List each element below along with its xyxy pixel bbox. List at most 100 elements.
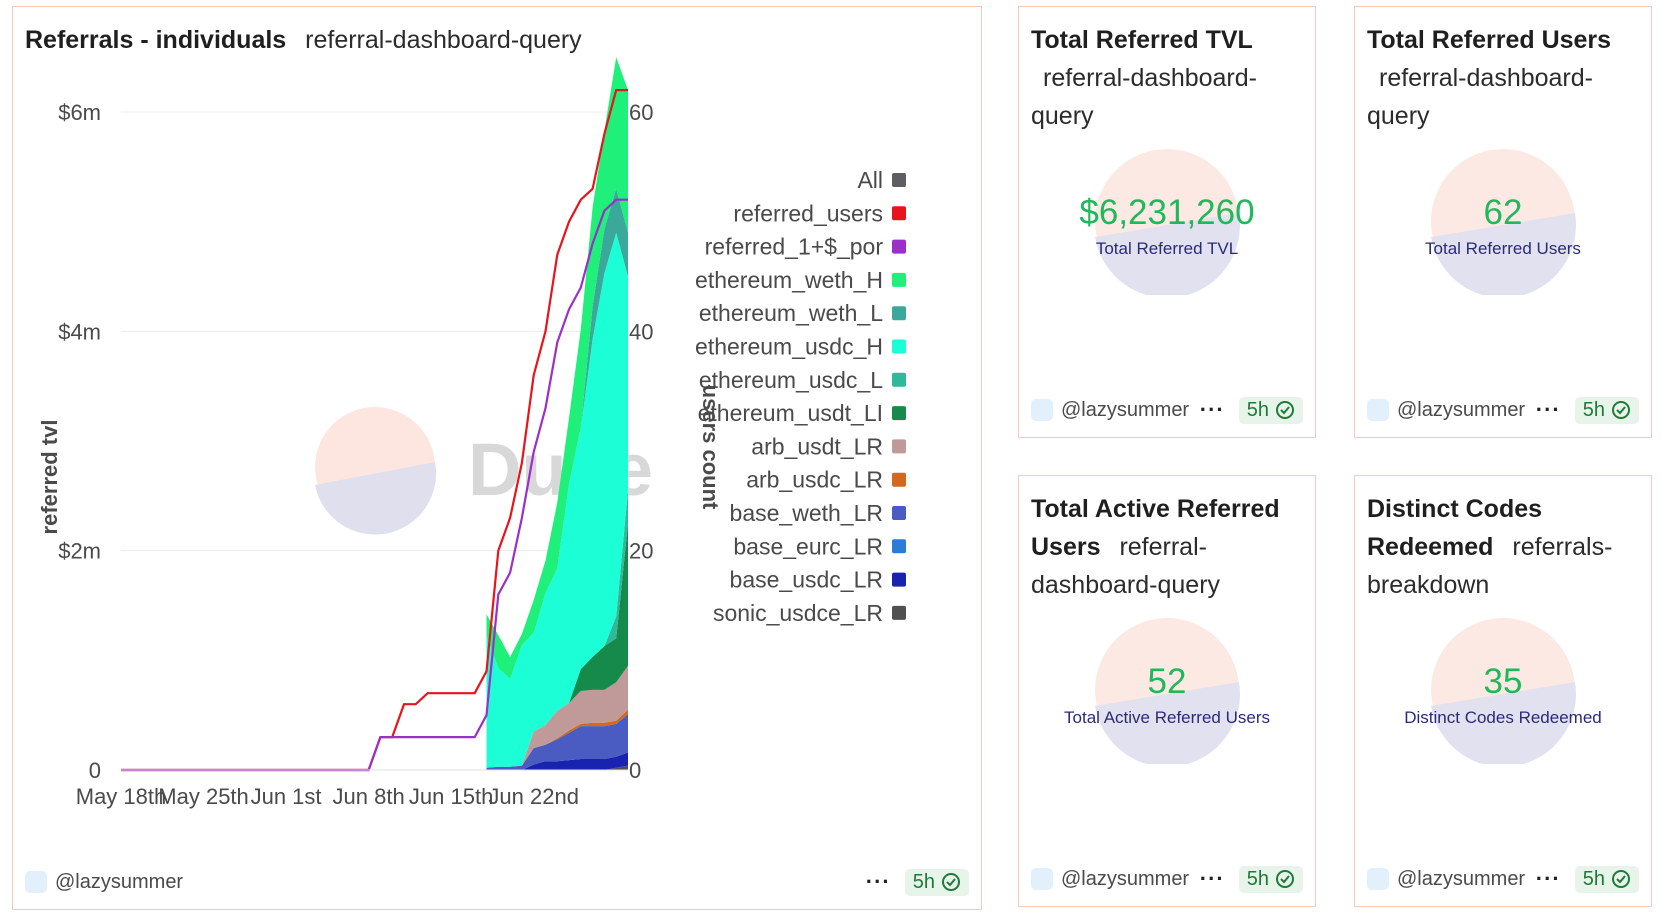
dune-logo-icon — [1095, 618, 1240, 764]
legend-item[interactable]: referred_1+$_por — [705, 234, 906, 260]
area-ethereum_weth_H[interactable] — [486, 57, 629, 679]
legend-item[interactable]: base_usdc_LR — [730, 567, 906, 593]
more-menu-icon[interactable]: ··· — [1199, 866, 1225, 891]
card-footer: @lazysummer ··· 5h — [1031, 864, 1303, 894]
line-referred_users[interactable] — [121, 88, 628, 772]
author-link[interactable]: @lazysummer — [1061, 398, 1190, 421]
author-link[interactable]: @lazysummer — [1061, 867, 1190, 890]
line-referred_1+$_por[interactable] — [121, 198, 628, 772]
dune-logo-icon — [1431, 618, 1576, 764]
legend-item[interactable]: arb_usdt_LR — [751, 433, 906, 459]
area-ethereum_weth_L[interactable] — [486, 188, 629, 680]
counter-label: Total Referred Users — [1425, 239, 1581, 258]
y2-axis-label: users count — [698, 385, 723, 510]
more-menu-icon[interactable]: ··· — [865, 869, 891, 894]
more-menu-icon[interactable]: ··· — [1535, 397, 1561, 422]
y2-tick-label: 60 — [629, 100, 653, 125]
dune-logo-icon — [1431, 149, 1576, 295]
legend-label: referred_1+$_por — [705, 234, 884, 260]
legend-swatch — [892, 306, 906, 321]
area-base_usdc_LR[interactable] — [486, 752, 629, 771]
legend-item[interactable]: ethereum_usdc_L — [699, 367, 906, 393]
legend-item[interactable]: ethereum_usdt_LI — [698, 400, 906, 426]
chart-query-link[interactable]: referral-dashboard-query — [305, 26, 582, 54]
card-title-text[interactable]: Total Active Referred Users — [1031, 495, 1280, 561]
check-badge-icon — [1612, 401, 1630, 419]
dune-watermark-shade — [315, 462, 437, 535]
refresh-badge[interactable]: 5h — [904, 868, 969, 896]
refresh-badge[interactable]: 5h — [1238, 396, 1303, 424]
counter-card-total-tvl: Total Referred TVL referral-dashboard-qu… — [1018, 6, 1316, 438]
author-link[interactable]: @lazysummer — [55, 870, 184, 893]
card-title-text[interactable]: Total Referred Users — [1367, 26, 1612, 54]
legend-item[interactable]: ethereum_usdc_H — [695, 334, 906, 360]
more-menu-icon[interactable]: ··· — [1199, 397, 1225, 422]
check-badge-icon — [942, 873, 960, 891]
x-tick-label: May 18th — [76, 784, 167, 809]
legend-label: base_usdc_LR — [730, 567, 883, 593]
card-query-link[interactable]: referrals-breakdown — [1367, 533, 1613, 599]
chart-footer: @lazysummer ··· 5h — [25, 867, 969, 897]
legend-swatch — [892, 506, 906, 520]
y2-tick-label: 0 — [629, 758, 641, 783]
more-menu-icon[interactable]: ··· — [1535, 866, 1561, 891]
refresh-age: 5h — [1582, 867, 1605, 890]
counter-label: Total Active Referred Users — [1064, 708, 1270, 727]
y2-tick-label: 20 — [629, 539, 653, 564]
legend-label: arb_usdc_LR — [746, 467, 883, 493]
legend-swatch — [892, 605, 906, 620]
author-link[interactable]: @lazysummer — [1397, 867, 1526, 890]
area-ethereum_usdc_H[interactable] — [486, 232, 629, 768]
card-query-link[interactable]: referral-dashboard-query — [1031, 533, 1221, 599]
counter-card-distinct-codes: Distinct Codes Redeemed referrals-breakd… — [1354, 475, 1652, 907]
legend-label: ethereum_weth_H — [695, 267, 883, 293]
legend-item[interactable]: referred_users — [733, 200, 906, 226]
legend-label: referred_users — [733, 200, 883, 226]
author-link[interactable]: @lazysummer — [1397, 398, 1526, 421]
avatar — [1367, 399, 1389, 421]
y-tick-label: $6m — [58, 100, 101, 125]
avatar — [25, 871, 47, 893]
refresh-age: 5h — [1582, 398, 1605, 421]
legend-swatch — [892, 339, 906, 354]
chart-panel: Referrals - individuals referral-dashboa… — [12, 6, 982, 910]
counter: $6,231,260 Total Referred TVL — [1019, 147, 1315, 297]
counter: 62 Total Referred Users — [1355, 147, 1651, 297]
legend-item[interactable]: sonic_usdce_LR — [713, 600, 906, 626]
legend-swatch — [892, 572, 906, 587]
card-title-text[interactable]: Distinct Codes Redeemed — [1367, 495, 1543, 561]
legend-item[interactable]: base_eurc_LR — [733, 533, 906, 559]
legend-item[interactable]: arb_usdc_LR — [746, 467, 906, 493]
chart-title-text[interactable]: Referrals - individuals — [25, 26, 287, 54]
legend-item[interactable]: base_weth_LR — [730, 500, 906, 526]
dune-logo-icon — [1095, 149, 1240, 295]
legend-item[interactable]: ethereum_weth_H — [695, 267, 906, 293]
refresh-badge[interactable]: 5h — [1574, 396, 1639, 424]
area-arb_usdt_LR[interactable] — [486, 665, 629, 768]
card-footer: @lazysummer ··· 5h — [1367, 864, 1639, 894]
card-query-link[interactable]: referral-dashboard-query — [1031, 64, 1257, 130]
refresh-age: 5h — [1246, 867, 1269, 890]
legend-label: base_eurc_LR — [733, 533, 883, 559]
card-title-text[interactable]: Total Referred TVL — [1031, 26, 1253, 54]
avatar — [1031, 399, 1053, 421]
legend-item[interactable]: ethereum_weth_L — [699, 300, 906, 326]
legend-item[interactable]: All — [857, 167, 906, 193]
card-title: Total Referred Users referral-dashboard-… — [1367, 21, 1643, 135]
legend-swatch — [892, 272, 906, 287]
refresh-badge[interactable]: 5h — [1238, 865, 1303, 893]
area-base_weth_LR[interactable] — [486, 714, 629, 770]
y-tick-label: $4m — [58, 319, 101, 344]
legend-swatch — [892, 206, 906, 221]
y-axis-label: referred tvl — [37, 420, 62, 535]
counter-card-active-users: Total Active Referred Users referral-das… — [1018, 475, 1316, 907]
card-title: Total Referred TVL referral-dashboard-qu… — [1031, 21, 1307, 135]
refresh-badge[interactable]: 5h — [1574, 865, 1639, 893]
check-badge-icon — [1612, 870, 1630, 888]
card-query-link[interactable]: referral-dashboard-query — [1367, 64, 1593, 130]
counter-value: 35 — [1483, 662, 1523, 701]
x-tick-label: Jun 15th — [409, 784, 493, 809]
chart-legend: All referred_users referred_1+$_porethereu… — [695, 167, 906, 626]
area-arb_usdc_LR[interactable] — [486, 709, 629, 768]
